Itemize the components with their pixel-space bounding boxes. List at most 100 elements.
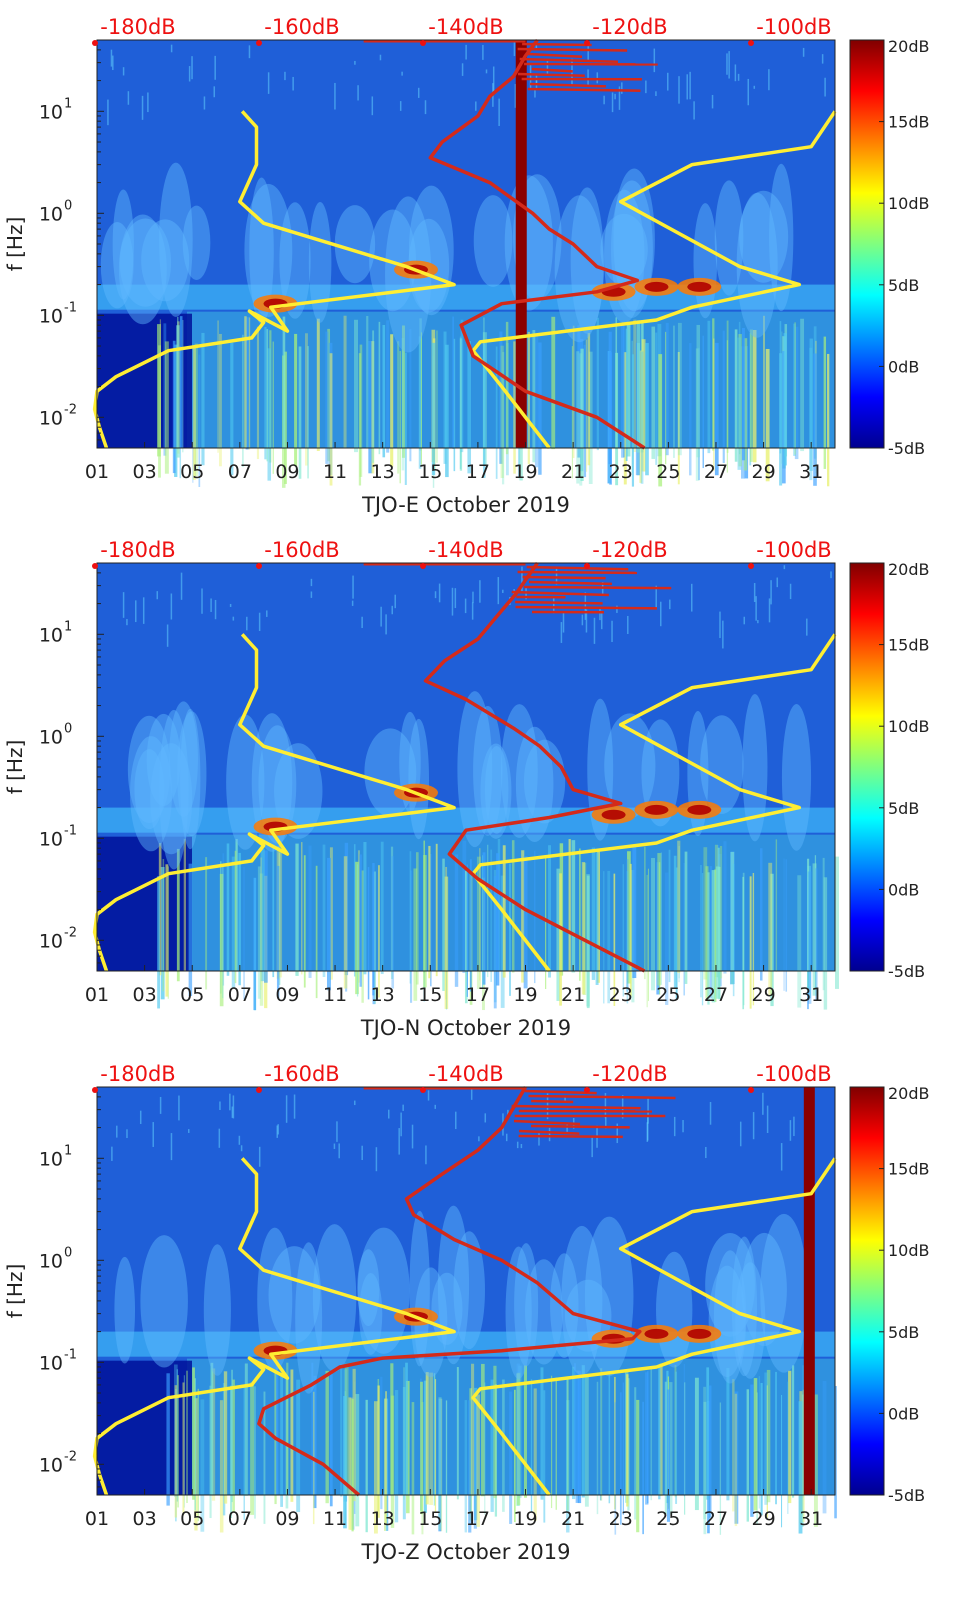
noise-streak (304, 855, 306, 987)
noise-streak (666, 323, 669, 455)
energy-hotspot-core (687, 1329, 711, 1339)
noise-streak (232, 1380, 235, 1512)
noise-streak (461, 320, 464, 452)
energy-hotspot-core (644, 1329, 668, 1339)
hf-speckle (726, 53, 728, 74)
noise-streak (470, 859, 472, 991)
hf-speckle (123, 67, 125, 75)
noise-streak (173, 341, 176, 473)
noise-streak (354, 320, 358, 452)
top-db-marker (748, 1087, 754, 1093)
colorbar-tick-label: 0dB (888, 357, 919, 376)
hf-speckle (722, 621, 724, 649)
noise-streak (157, 876, 160, 1008)
x-tick-label: 05 (180, 984, 204, 1006)
hf-speckle (597, 72, 599, 83)
hf-speckle (147, 92, 149, 112)
top-db-tick-label: -140dB (428, 538, 503, 562)
noise-streak (264, 327, 266, 459)
psd-fringe (518, 49, 628, 51)
energy-hotspot-core (602, 810, 626, 820)
noise-streak (742, 328, 745, 460)
storm-plume (410, 1211, 430, 1367)
noise-streak (759, 1376, 760, 1508)
x-axis-label: TJO-Z October 2019 (361, 1540, 571, 1564)
noise-streak (700, 865, 702, 997)
noise-streak (372, 330, 374, 462)
x-tick-label: 07 (228, 1508, 252, 1530)
noise-streak (405, 353, 407, 485)
hf-speckle (678, 76, 680, 103)
x-tick-label: 15 (418, 461, 442, 483)
x-tick-label: 27 (704, 1508, 728, 1530)
hf-speckle (530, 65, 532, 91)
storm-plume (101, 222, 134, 308)
noise-streak (192, 1367, 195, 1499)
noise-streak (295, 844, 298, 976)
hf-speckle (627, 616, 629, 634)
colorbar-tick-label: 5dB (888, 799, 919, 818)
y-tick-exponent: -1 (64, 1347, 77, 1362)
noise-streak (496, 853, 499, 985)
noise-streak (815, 868, 817, 1000)
storm-plume (760, 1214, 807, 1373)
noise-streak (582, 1365, 585, 1497)
psd-fringe (523, 577, 606, 578)
noise-streak (597, 1382, 599, 1514)
noise-streak (658, 1367, 660, 1499)
noise-streak (355, 1394, 359, 1526)
hf-speckle (478, 1136, 480, 1141)
noise-streak (551, 317, 555, 449)
hf-speckle (215, 600, 217, 619)
hf-speckle (277, 1124, 279, 1134)
hf-speckle (748, 79, 750, 105)
hf-speckle (452, 588, 454, 616)
y-axis-label: f [Hz] (3, 1264, 27, 1319)
psd-fringe (524, 587, 671, 588)
noise-streak (423, 855, 426, 987)
noise-streak (697, 325, 700, 457)
x-tick-label: 27 (704, 984, 728, 1006)
psd-fringe (515, 602, 602, 603)
hf-speckle (418, 88, 420, 98)
y-tick-label: 10 (39, 1352, 63, 1374)
noise-streak (760, 848, 762, 980)
noise-streak (189, 864, 192, 996)
hf-speckle (790, 584, 792, 599)
y-tick-label: 10 (39, 101, 63, 123)
x-tick-label: 09 (275, 984, 299, 1006)
hf-speckle (171, 594, 173, 620)
noise-streak (382, 325, 385, 457)
noise-streak (217, 320, 218, 452)
noise-streak (795, 322, 796, 454)
noise-streak (366, 316, 368, 448)
colorbar-tick-label: 0dB (888, 880, 919, 899)
x-tick-label: 01 (85, 984, 109, 1006)
noise-streak (501, 346, 504, 478)
hf-speckle (465, 45, 467, 60)
top-db-tick-label: -180dB (100, 15, 175, 39)
x-tick-label: 19 (513, 461, 537, 483)
hf-speckle (354, 61, 356, 65)
noise-streak (211, 1363, 214, 1495)
noise-streak (768, 863, 772, 995)
hf-speckle (380, 55, 382, 61)
x-tick-label: 17 (466, 461, 490, 483)
noise-streak (258, 866, 261, 998)
hf-speckle (594, 618, 596, 644)
noise-streak (253, 878, 256, 1010)
hf-speckle (777, 578, 779, 588)
noise-streak (224, 1371, 227, 1503)
colorbar-tick-label: -5dB (888, 1486, 925, 1505)
noise-streak (496, 347, 498, 479)
hf-speckle (534, 90, 536, 98)
hf-speckle (435, 591, 437, 598)
noise-streak (219, 334, 222, 466)
noise-streak (429, 1373, 433, 1505)
noise-streak (713, 339, 714, 471)
top-db-tick-label: -120dB (592, 1062, 667, 1086)
x-tick-label: 17 (466, 1508, 490, 1530)
noise-streak (307, 346, 309, 478)
storm-plume (732, 1236, 757, 1376)
noise-streak (785, 859, 787, 991)
